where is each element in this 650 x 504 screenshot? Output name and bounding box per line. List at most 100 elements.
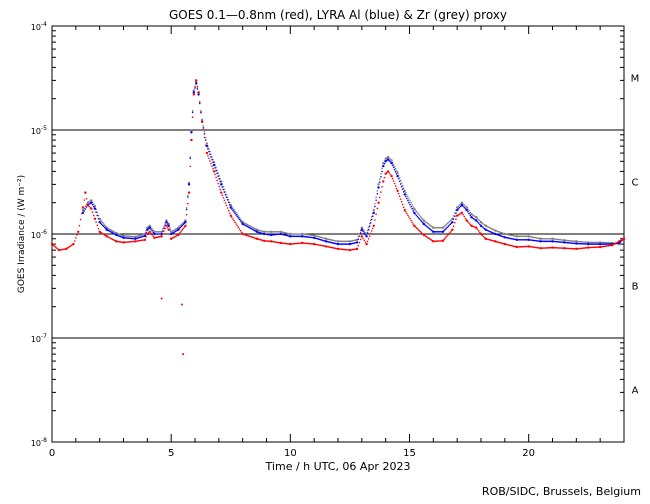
data-point	[367, 226, 370, 228]
data-point	[375, 196, 377, 199]
data-point	[194, 85, 196, 87]
data-point	[197, 93, 200, 96]
data-point	[481, 225, 483, 228]
data-point	[194, 82, 198, 85]
data-point	[428, 227, 430, 230]
data-point	[363, 232, 366, 234]
data-point	[418, 218, 421, 220]
data-point	[101, 224, 104, 227]
data-point	[232, 209, 234, 212]
data-point	[372, 208, 375, 212]
data-point	[204, 144, 207, 147]
data-point	[463, 215, 466, 218]
data-point	[239, 220, 242, 222]
data-point	[219, 180, 221, 183]
data-point	[150, 228, 152, 231]
data-point	[180, 230, 183, 232]
data-point	[222, 188, 225, 191]
data-point	[364, 233, 367, 236]
data-point	[167, 222, 170, 226]
data-point	[622, 237, 626, 240]
data-point	[367, 238, 370, 240]
data-point	[189, 157, 192, 160]
data-point	[360, 235, 364, 238]
data-point	[232, 218, 234, 220]
data-point	[101, 221, 104, 224]
data-point	[203, 133, 206, 135]
data-point	[468, 212, 470, 215]
data-point	[449, 223, 452, 226]
data-point	[184, 224, 187, 227]
data-point	[371, 215, 374, 217]
data-point	[469, 214, 472, 217]
data-point	[190, 138, 193, 142]
data-point	[390, 174, 393, 178]
data-point	[443, 225, 445, 228]
data-point	[364, 241, 367, 243]
data-point	[407, 196, 409, 198]
data-point	[366, 240, 369, 243]
data-point	[446, 235, 448, 237]
data-point	[400, 182, 403, 184]
data-point	[401, 184, 404, 187]
data-point	[408, 201, 410, 204]
data-point	[215, 169, 217, 172]
data-point	[370, 218, 373, 221]
flare-class-lines	[52, 129, 624, 339]
data-point	[165, 220, 168, 224]
data-point	[167, 224, 170, 227]
data-point	[444, 224, 446, 227]
data-point	[232, 207, 234, 209]
data-point	[200, 111, 202, 113]
data-point	[83, 210, 85, 212]
data-point	[468, 210, 470, 212]
data-point	[236, 224, 239, 227]
data-point	[90, 201, 93, 204]
data-point	[479, 232, 483, 236]
data-point	[163, 230, 165, 232]
data-point	[386, 170, 390, 173]
data-point	[401, 203, 404, 206]
data-point	[185, 208, 188, 211]
data-point	[145, 236, 147, 238]
flare-class-label: A	[632, 385, 639, 396]
data-point	[205, 151, 209, 155]
data-point	[358, 235, 361, 237]
data-point	[100, 220, 103, 223]
data-point	[382, 164, 385, 168]
data-point	[406, 197, 408, 200]
data-point	[430, 229, 433, 231]
data-point	[148, 230, 151, 233]
data-point	[376, 189, 379, 192]
data-point	[447, 225, 449, 228]
data-point	[102, 225, 105, 228]
data-point	[359, 232, 362, 234]
data-point	[412, 223, 415, 225]
data-point	[427, 226, 429, 229]
data-point	[234, 221, 236, 224]
data-point	[402, 187, 405, 190]
data-point	[224, 193, 227, 196]
data-point	[455, 208, 459, 212]
data-point	[399, 198, 402, 200]
data-point	[369, 222, 372, 224]
data-point	[374, 202, 376, 205]
data-point	[383, 162, 386, 165]
data-point	[398, 180, 401, 183]
data-point	[419, 215, 422, 218]
data-point	[198, 101, 201, 103]
data-point	[476, 228, 479, 231]
data-point	[180, 225, 183, 228]
data-point	[191, 109, 194, 112]
data-point	[218, 178, 220, 180]
data-point	[81, 206, 85, 209]
data-point	[452, 215, 455, 217]
data-point	[416, 211, 419, 214]
data-point	[399, 179, 402, 182]
data-point	[417, 213, 420, 215]
data-point	[453, 212, 456, 214]
data-point	[362, 237, 364, 240]
x-tick-label: 10	[284, 448, 297, 459]
data-point	[217, 182, 219, 185]
